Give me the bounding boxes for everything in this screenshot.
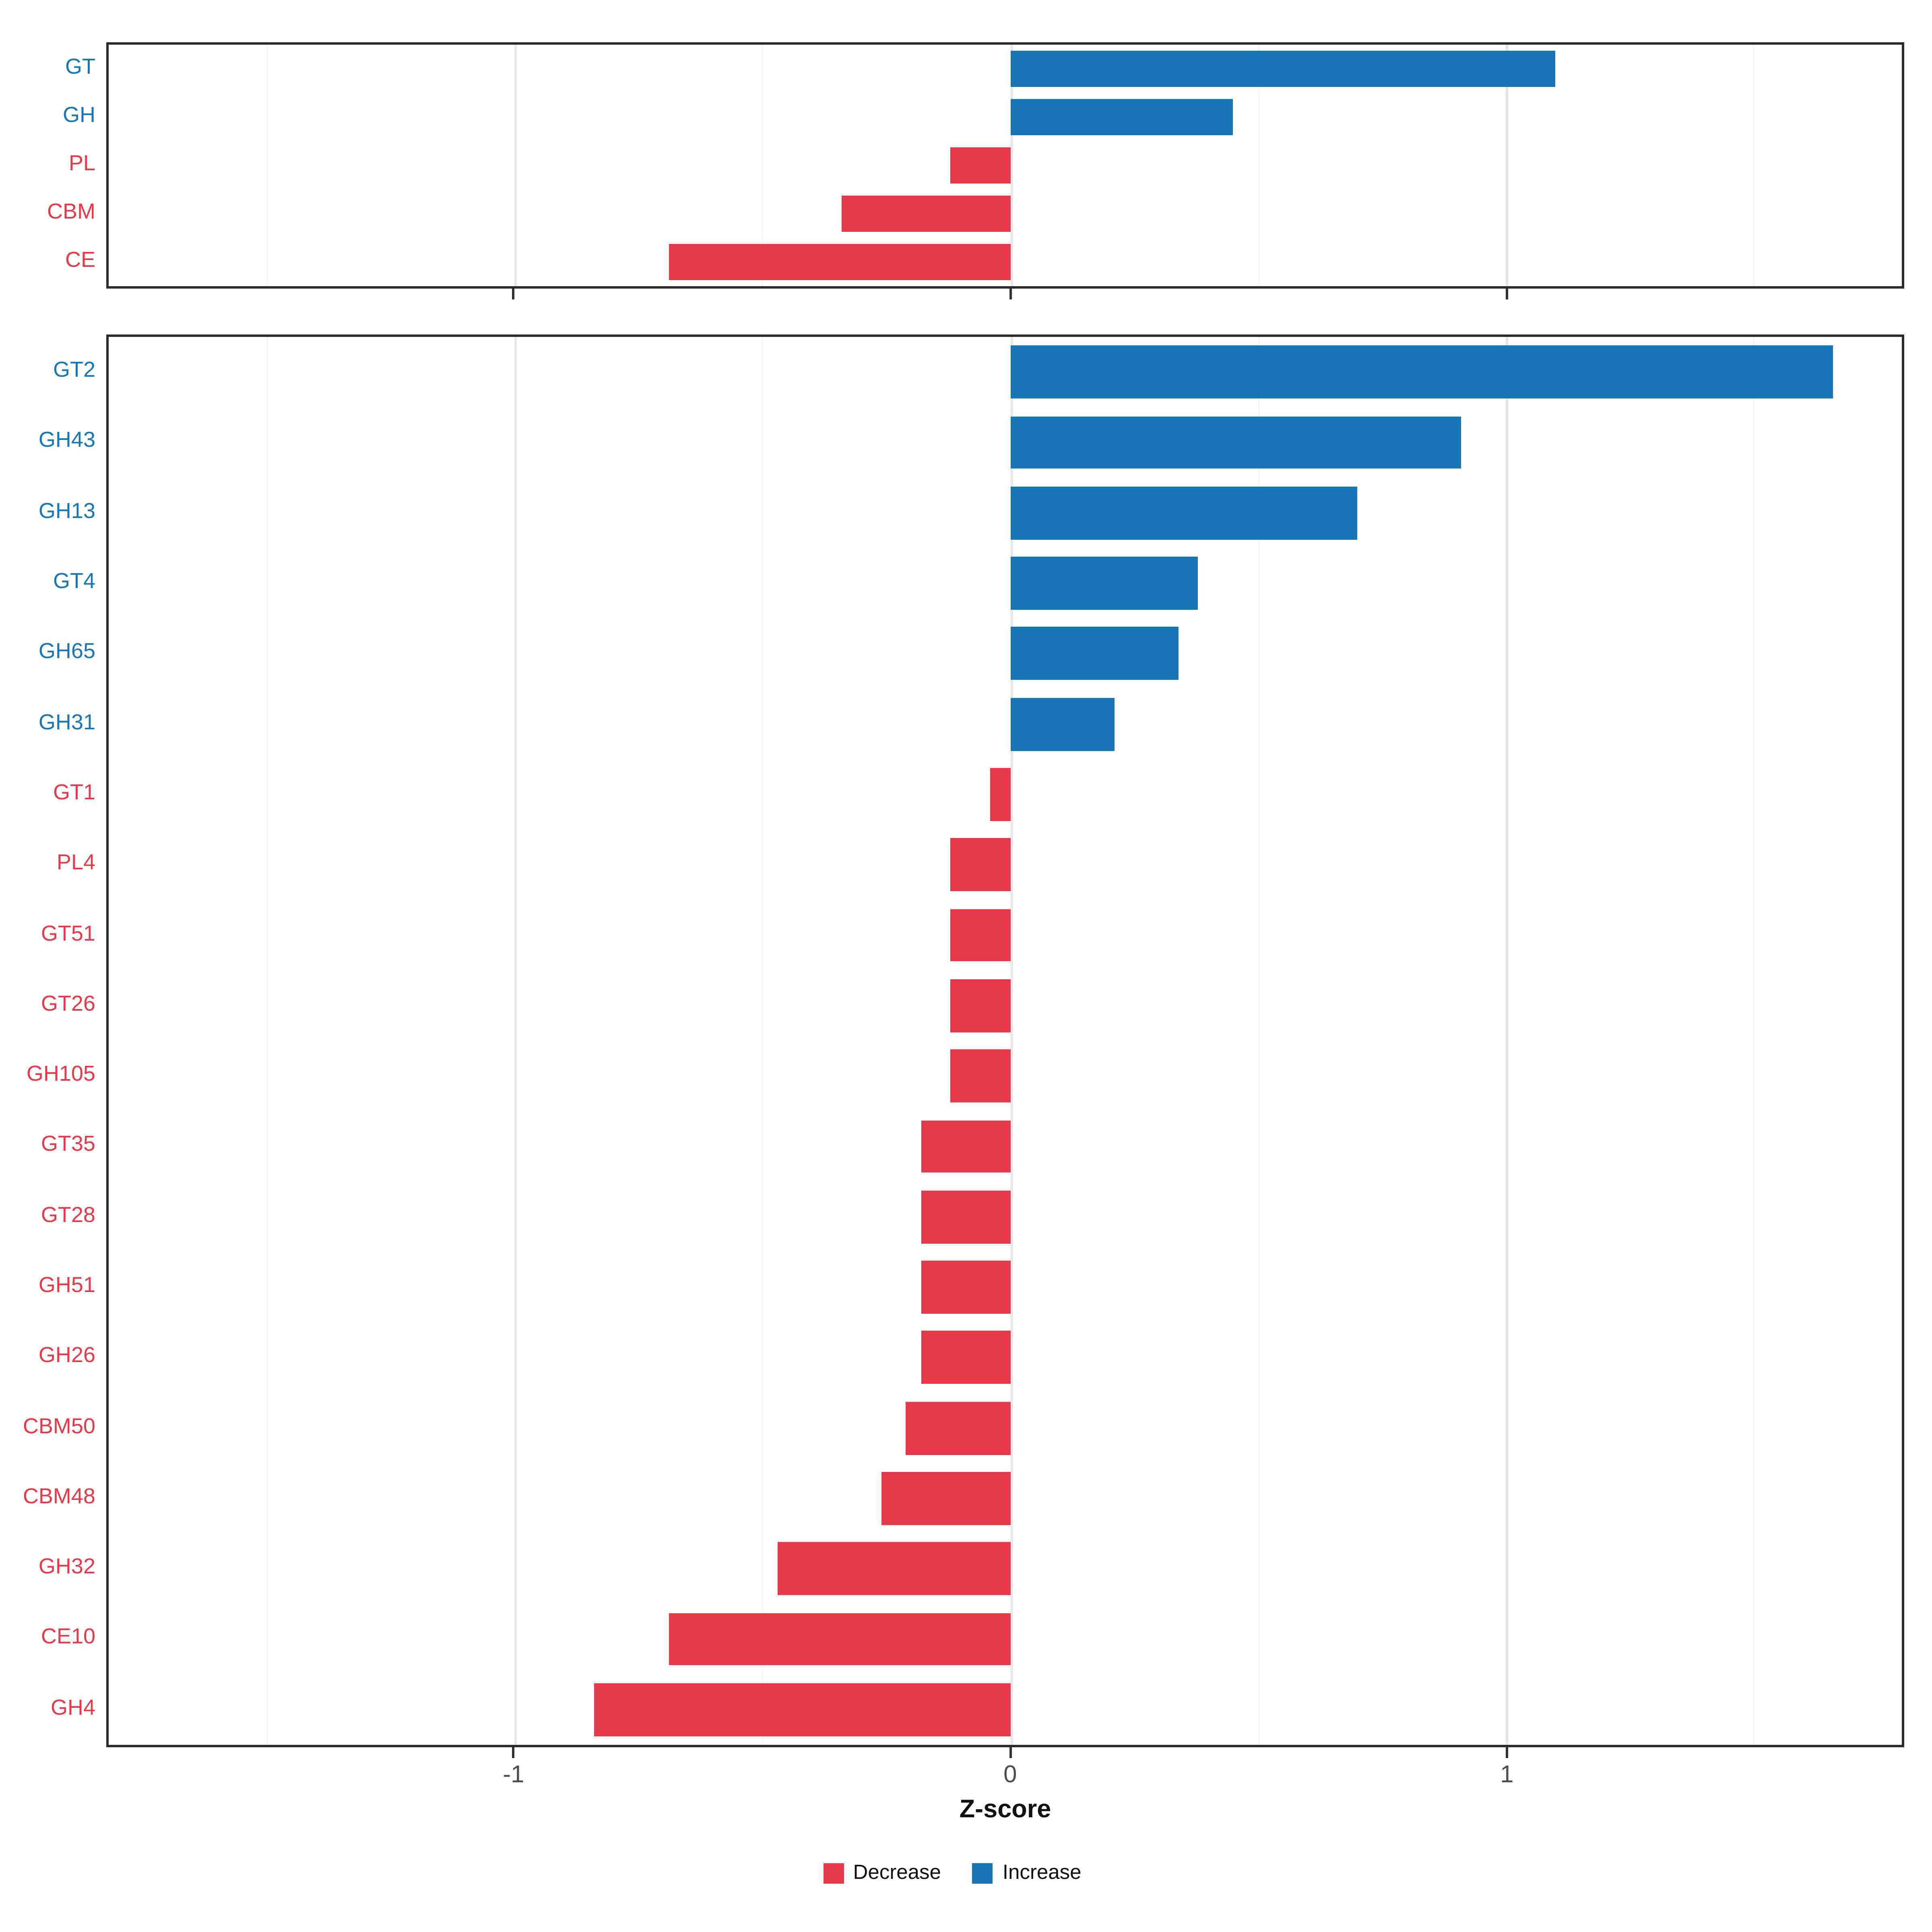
- category-label-GT2: GT2: [53, 357, 95, 382]
- bar-PL: [951, 147, 1010, 184]
- gridline-major: [1505, 45, 1508, 286]
- category-label-GH105: GH105: [26, 1061, 95, 1086]
- legend-label-decrease: Decrease: [853, 1861, 941, 1884]
- axis-tick: [1009, 289, 1011, 299]
- gridline-major: [515, 337, 518, 1745]
- bar-GH32: [777, 1542, 1010, 1596]
- axis-tick-label: -1: [503, 1762, 524, 1788]
- bar-GT: [1010, 51, 1555, 87]
- gridline-major: [1010, 337, 1013, 1745]
- x-axis: -1 0 1: [0, 1759, 1904, 1793]
- panel-cazyme-class: GT GH PL CBM CE: [0, 42, 1904, 301]
- x-axis-tick-labels: -1 0 1: [106, 1759, 1904, 1793]
- bar-GH31: [1010, 698, 1115, 751]
- zscore-bar-chart: GT GH PL CBM CE GT2 GH43 GH13 GT4 GH65 GH31 GT1 PL4…: [0, 42, 1904, 1885]
- category-label-GT28: GT28: [41, 1202, 95, 1227]
- axis-ticks-class: [106, 289, 1904, 301]
- bar-CE10: [668, 1613, 1010, 1666]
- category-label-GT: GT: [65, 54, 95, 78]
- bar-GH4: [594, 1683, 1010, 1736]
- bar-CBM: [842, 196, 1010, 232]
- bar-CBM50: [906, 1402, 1010, 1455]
- category-labels-class: GT GH PL CBM CE: [0, 42, 106, 284]
- increase-swatch-icon: [972, 1862, 993, 1883]
- category-label-GH65: GH65: [38, 639, 95, 663]
- bar-GH: [1010, 99, 1233, 135]
- axis-tick: [1505, 1747, 1508, 1758]
- x-axis-title: Z-score: [959, 1796, 1051, 1823]
- axis-tick: [1009, 1747, 1011, 1758]
- category-label-GH: GH: [63, 103, 95, 127]
- legend-item-decrease: Decrease: [823, 1861, 941, 1885]
- plot-area-class: [106, 42, 1904, 289]
- axis-tick: [1505, 289, 1508, 299]
- category-label-PL4: PL4: [56, 850, 95, 875]
- bar-GH51: [921, 1261, 1010, 1314]
- legend-label-increase: Increase: [1002, 1861, 1082, 1884]
- category-label-CBM: CBM: [47, 199, 95, 223]
- category-label-CBM50: CBM50: [23, 1413, 95, 1438]
- category-label-GT35: GT35: [41, 1132, 95, 1156]
- gridline-minor: [1753, 337, 1754, 1745]
- bar-GH26: [921, 1331, 1010, 1384]
- bar-CE: [668, 244, 1010, 280]
- bar-GT1: [990, 768, 1010, 821]
- category-label-GT26: GT26: [41, 991, 95, 1016]
- bar-GH105: [951, 1049, 1010, 1102]
- category-label-CBM48: CBM48: [23, 1484, 95, 1508]
- bar-GT51: [951, 909, 1010, 962]
- gridline-minor: [267, 45, 268, 286]
- gridline-major: [1505, 337, 1508, 1745]
- axis-tick-label: 0: [1003, 1762, 1017, 1788]
- category-label-CE: CE: [65, 248, 95, 272]
- category-label-GH43: GH43: [38, 428, 95, 452]
- bar-GH43: [1010, 416, 1461, 469]
- decrease-swatch-icon: [823, 1862, 844, 1883]
- gridline-major: [1010, 45, 1013, 286]
- category-label-GT4: GT4: [53, 569, 95, 593]
- bar-GT28: [921, 1190, 1010, 1243]
- bar-GT4: [1010, 557, 1199, 610]
- axis-ticks-family: [106, 1747, 1904, 1759]
- category-label-GH4: GH4: [50, 1695, 95, 1719]
- axis-tick-label: 1: [1500, 1762, 1514, 1788]
- axis-tick: [512, 1747, 515, 1758]
- category-label-GT51: GT51: [41, 921, 95, 945]
- bar-GH13: [1010, 486, 1357, 539]
- gridline-minor: [1258, 45, 1259, 286]
- bar-GT2: [1010, 345, 1833, 398]
- gridline-major: [515, 45, 518, 286]
- category-labels-family: GT2 GH43 GH13 GT4 GH65 GH31 GT1 PL4 GT51 GT26 GH10…: [0, 334, 106, 1742]
- axis-tick: [512, 289, 515, 299]
- panel-cazyme-family: GT2 GH43 GH13 GT4 GH65 GH31 GT1 PL4 GT51 GT26 GH10…: [0, 334, 1904, 1759]
- gridline-minor: [762, 337, 764, 1745]
- legend-item-increase: Increase: [972, 1861, 1082, 1885]
- category-label-GH13: GH13: [38, 498, 95, 523]
- category-label-GT1: GT1: [53, 780, 95, 804]
- gridline-minor: [1258, 337, 1259, 1745]
- legend: Decrease Increase: [0, 1861, 1904, 1885]
- category-label-CE10: CE10: [41, 1624, 95, 1649]
- gridline-minor: [1753, 45, 1754, 286]
- plot-area-family: [106, 334, 1904, 1747]
- bar-CBM48: [881, 1472, 1010, 1525]
- bar-PL4: [951, 838, 1010, 892]
- category-label-GH32: GH32: [38, 1554, 95, 1579]
- category-label-PL: PL: [68, 151, 95, 175]
- bar-GT35: [921, 1120, 1010, 1173]
- gridline-minor: [267, 337, 268, 1745]
- category-label-GH31: GH31: [38, 709, 95, 734]
- category-label-GH51: GH51: [38, 1273, 95, 1297]
- category-label-GH26: GH26: [38, 1343, 95, 1367]
- bar-GT26: [951, 979, 1010, 1032]
- bar-GH65: [1010, 627, 1179, 680]
- gridline-minor: [762, 45, 764, 286]
